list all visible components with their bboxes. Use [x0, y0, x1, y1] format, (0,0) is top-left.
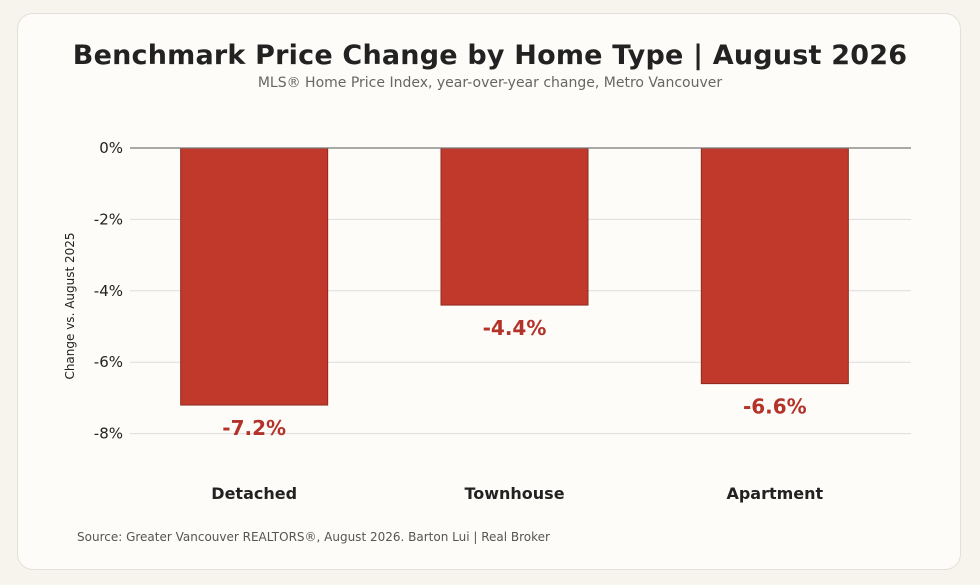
category-label-detached: Detached: [211, 484, 297, 503]
category-label-apartment: Apartment: [726, 484, 823, 503]
source-note: Source: Greater Vancouver REALTORS®, Aug…: [77, 530, 550, 544]
data-label-detached: -7.2%: [222, 416, 286, 440]
y-tick-label: -2%: [94, 210, 123, 228]
y-tick-label: 0%: [99, 139, 123, 157]
bars: [130, 147, 911, 406]
bar-apartment: [700, 147, 849, 385]
data-labels: -7.2% -4.4% -6.6%: [222, 316, 806, 440]
data-label-townhouse: -4.4%: [483, 316, 547, 340]
bar-detached: [180, 147, 329, 406]
data-label-apartment: -6.6%: [743, 395, 807, 419]
bar-townhouse: [440, 147, 589, 306]
y-axis-title: Change vs. August 2025: [63, 232, 77, 379]
y-tick-label: -8%: [94, 425, 123, 443]
x-axis-categories: Detached Townhouse Apartment: [211, 484, 823, 503]
category-label-townhouse: Townhouse: [464, 484, 564, 503]
chart-subtitle: MLS® Home Price Index, year-over-year ch…: [257, 75, 723, 91]
y-tick-label: -4%: [94, 282, 123, 300]
y-tick-label: -6%: [94, 353, 123, 371]
y-axis-ticks: 0% -2% -4% -6% -8%: [94, 139, 123, 443]
chart-title: Benchmark Price Change by Home Type | Au…: [72, 40, 908, 71]
